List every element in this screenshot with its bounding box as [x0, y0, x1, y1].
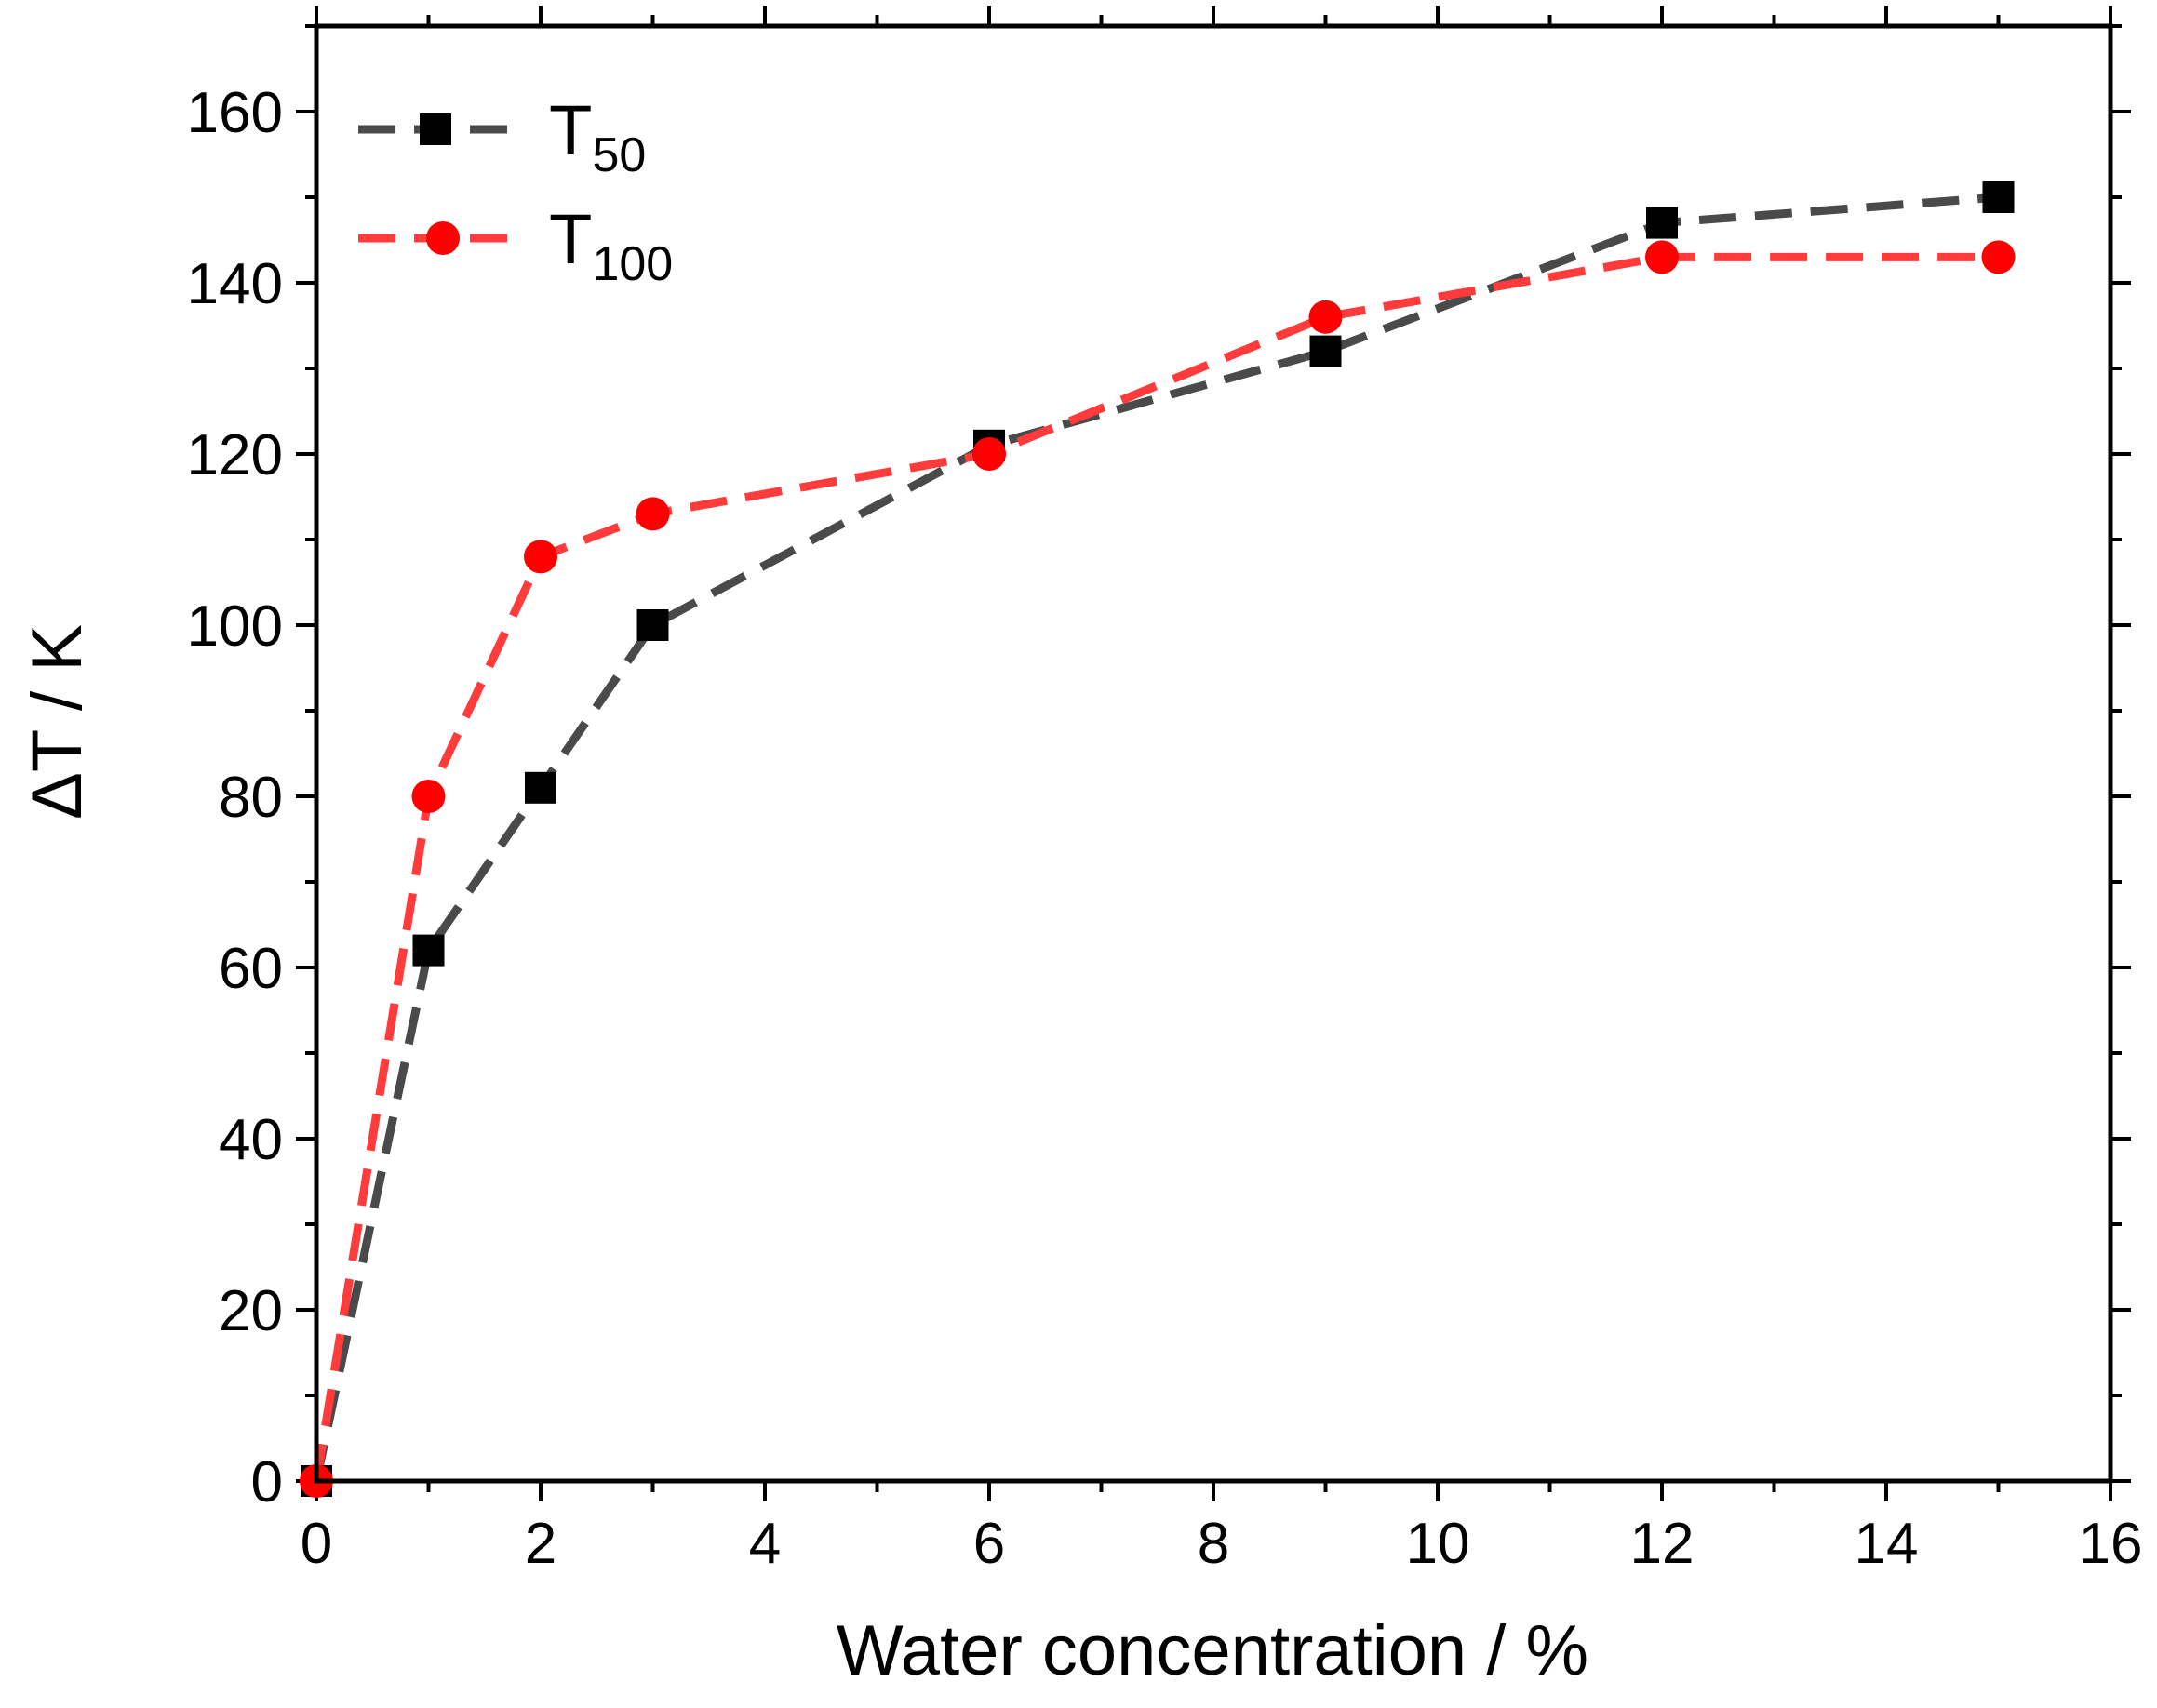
point-t100: [1645, 240, 1679, 274]
y-tick-label: 120: [187, 423, 283, 487]
legend-label-t100: T100: [549, 200, 673, 291]
x-tick-label: 8: [1198, 1512, 1229, 1576]
y-tick-label: 140: [187, 252, 283, 316]
legend-marker-t100: [426, 221, 460, 255]
y-tick-label: 0: [251, 1450, 283, 1515]
legend-label-t50-sub: 50: [592, 128, 646, 182]
legend-label-t100-main: T: [549, 200, 592, 279]
point-t100: [636, 497, 670, 531]
point-t50: [1309, 335, 1342, 367]
legend-label-t50: T50: [549, 91, 646, 182]
x-tick-label: 4: [749, 1512, 781, 1576]
legend-label-t100-sub: 100: [592, 237, 673, 291]
y-tick-label: 20: [219, 1279, 283, 1343]
x-tick-label: 12: [1630, 1512, 1695, 1576]
series-line-t50: [312, 193, 1999, 1482]
point-t100: [1308, 300, 1343, 334]
point-t50: [412, 934, 445, 967]
y-tick-label: 60: [219, 937, 283, 1001]
legend: T50 T100: [358, 91, 673, 291]
point-t50: [525, 771, 556, 804]
legend-label-t50-main: T: [549, 91, 592, 170]
y-tick-label: 80: [219, 766, 283, 830]
plot-series: [300, 181, 2016, 1498]
x-axis-title: Water concentration / %: [837, 1611, 1588, 1690]
legend-entry-t100: T100: [358, 200, 673, 291]
x-tick-label: 10: [1406, 1512, 1470, 1576]
x-tick-label: 16: [2079, 1512, 2143, 1576]
point-t50: [1982, 181, 2015, 213]
legend-marker-t50: [420, 113, 451, 145]
point-t100: [524, 540, 557, 574]
x-tick-label: 0: [301, 1512, 332, 1576]
point-t100: [1981, 240, 2016, 274]
point-t50: [636, 609, 669, 641]
y-tick-label: 160: [187, 81, 283, 145]
x-tick-label: 6: [973, 1512, 1005, 1576]
y-tick-label: 40: [219, 1108, 283, 1172]
point-t100: [411, 780, 446, 813]
point-t100: [972, 437, 1006, 471]
y-tick-label: 100: [187, 594, 283, 659]
y-axis-title: ΔT / K: [18, 624, 97, 820]
point-t50: [1646, 207, 1678, 239]
series-line-t100: [312, 252, 1999, 1482]
plot-frame: [314, 23, 2113, 1484]
x-tick-label: 14: [1855, 1512, 1919, 1576]
x-tick-label: 2: [525, 1512, 556, 1576]
legend-entry-t50: T50: [358, 91, 646, 182]
